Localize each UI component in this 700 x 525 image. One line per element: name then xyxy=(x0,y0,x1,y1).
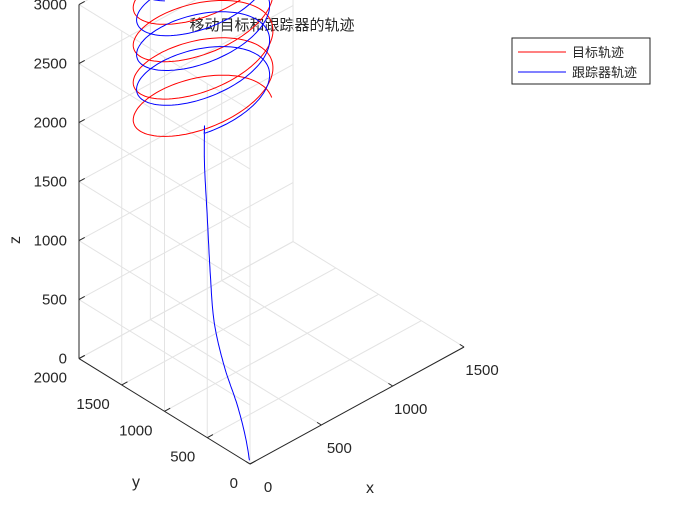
data-series xyxy=(132,0,274,461)
y-tick-label: 1500 xyxy=(76,396,109,413)
z-tick-mark xyxy=(78,237,85,242)
z-axis-label: z xyxy=(7,236,24,244)
x-tick-mark xyxy=(245,460,251,465)
z-tick-label: 2000 xyxy=(34,115,67,132)
grid-line-floor-y xyxy=(164,293,379,412)
grid-line-wall-yz xyxy=(78,299,251,406)
y-tick-label: 1000 xyxy=(119,422,152,439)
z-tick-mark xyxy=(78,178,85,183)
tick-labels: 0 500 1000 1500 0 500 1000 1500 2000 0 500 1000 1500… xyxy=(34,0,499,496)
grid-line-wall-xz xyxy=(78,0,197,65)
grid-line-wall-xz xyxy=(78,182,294,301)
y-tick-mark xyxy=(249,460,256,465)
series-line-tracker xyxy=(136,0,271,461)
z-tick-mark xyxy=(78,1,85,6)
grid-line-wall-yz xyxy=(78,240,251,347)
grid-line-wall-xz xyxy=(78,123,294,242)
legend: 目标轨迹 跟踪器轨迹 xyxy=(511,37,651,85)
z-tick-label: 2500 xyxy=(34,56,67,73)
z-tick-mark xyxy=(78,296,85,301)
legend-box xyxy=(511,37,651,85)
x-tick-mark xyxy=(388,382,393,387)
x-axis-line xyxy=(249,346,465,465)
z-tick-label: 500 xyxy=(42,292,67,309)
z-tick-label: 3000 xyxy=(34,0,67,14)
grid-line-floor-y xyxy=(121,267,337,386)
grid-line-wall-xz xyxy=(78,241,294,360)
y-tick-mark xyxy=(164,407,171,412)
x-tick-label: 1500 xyxy=(465,362,498,379)
axes xyxy=(78,1,465,465)
y-tick-label: 2000 xyxy=(34,370,67,387)
z-tick-label: 1500 xyxy=(34,174,67,191)
y-tick-label: 500 xyxy=(170,449,195,466)
grid-line-wall-xz xyxy=(78,64,294,183)
legend-label-tracker: 跟踪器轨迹 xyxy=(572,66,637,81)
x-axis-label: x xyxy=(366,480,374,497)
grid-line-floor-y xyxy=(207,320,422,439)
x-tick-mark xyxy=(459,343,465,348)
y-axis-label: y xyxy=(132,474,140,491)
y-tick-mark xyxy=(121,381,128,386)
y-tick-label: 0 xyxy=(230,475,238,492)
x-tick-label: 1000 xyxy=(394,401,427,418)
x-tick-mark xyxy=(316,421,322,426)
z-tick-mark xyxy=(78,355,85,360)
legend-label-target: 目标轨迹 xyxy=(572,46,624,61)
y-tick-mark xyxy=(207,434,214,439)
z-tick-label: 0 xyxy=(59,351,67,368)
x-tick-label: 500 xyxy=(327,440,352,457)
z-tick-mark xyxy=(78,119,85,124)
series-line-target xyxy=(132,0,274,137)
z-tick-label: 1000 xyxy=(34,233,67,250)
x-tick-label: 0 xyxy=(264,479,272,496)
grid-line-wall-xz xyxy=(78,5,294,124)
z-tick-mark xyxy=(78,60,85,65)
